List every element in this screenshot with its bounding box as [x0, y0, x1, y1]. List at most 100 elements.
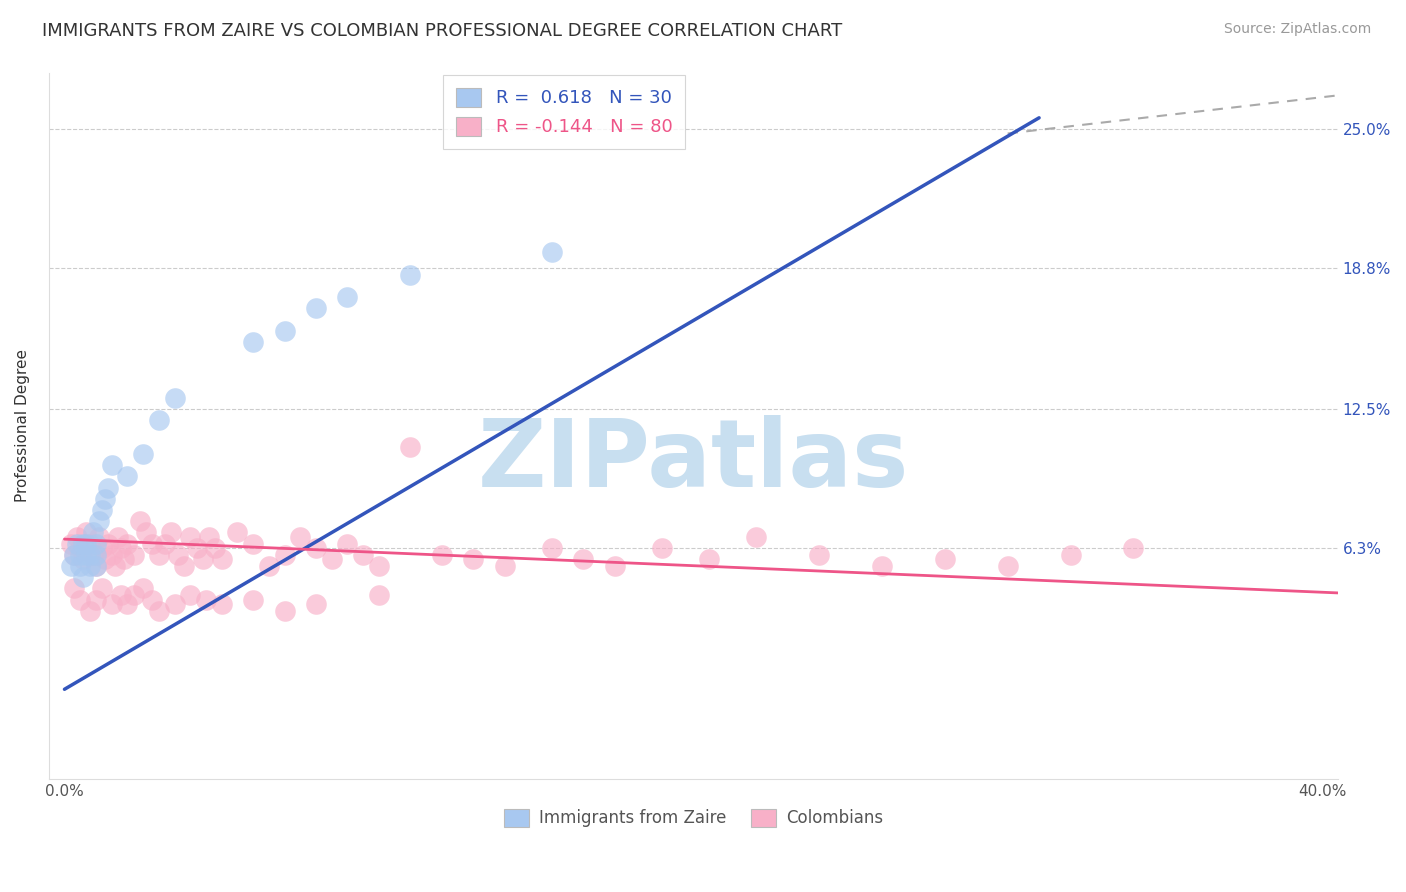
Point — [69, 548, 91, 562]
Point — [321, 552, 343, 566]
Point — [153, 536, 176, 550]
Point — [132, 582, 155, 596]
Point — [63, 582, 86, 596]
Point — [100, 548, 122, 562]
Point — [66, 530, 89, 544]
Point — [494, 559, 516, 574]
Point — [84, 536, 107, 550]
Point — [69, 541, 91, 555]
Point — [163, 391, 186, 405]
Point — [540, 245, 562, 260]
Point — [110, 588, 132, 602]
Point — [59, 559, 82, 574]
Point — [82, 548, 104, 562]
Point — [91, 503, 114, 517]
Point — [141, 536, 163, 550]
Point — [69, 559, 91, 574]
Point — [84, 559, 107, 574]
Point — [540, 541, 562, 555]
Point — [198, 530, 221, 544]
Point — [100, 597, 122, 611]
Point — [79, 604, 101, 618]
Point — [82, 525, 104, 540]
Point — [94, 491, 117, 506]
Text: Source: ZipAtlas.com: Source: ZipAtlas.com — [1223, 22, 1371, 37]
Point — [808, 548, 831, 562]
Point — [132, 447, 155, 461]
Point — [163, 597, 186, 611]
Point — [399, 268, 422, 282]
Point — [463, 552, 485, 566]
Point — [122, 548, 145, 562]
Point — [336, 536, 359, 550]
Point — [148, 413, 170, 427]
Point — [148, 548, 170, 562]
Point — [91, 582, 114, 596]
Point — [242, 334, 264, 349]
Point — [84, 592, 107, 607]
Point — [870, 559, 893, 574]
Point — [367, 559, 389, 574]
Point — [1059, 548, 1081, 562]
Point — [179, 530, 201, 544]
Point — [273, 324, 295, 338]
Point — [305, 301, 328, 316]
Point — [97, 536, 120, 550]
Point — [242, 592, 264, 607]
Point — [97, 481, 120, 495]
Point — [399, 440, 422, 454]
Point — [211, 597, 233, 611]
Point — [141, 592, 163, 607]
Point — [72, 570, 94, 584]
Point — [305, 541, 328, 555]
Point — [112, 552, 135, 566]
Point — [191, 552, 214, 566]
Legend: Immigrants from Zaire, Colombians: Immigrants from Zaire, Colombians — [496, 802, 890, 834]
Text: ZIPatlas: ZIPatlas — [478, 416, 908, 508]
Point — [430, 548, 453, 562]
Point — [59, 536, 82, 550]
Point — [122, 588, 145, 602]
Point — [110, 541, 132, 555]
Point — [160, 525, 183, 540]
Point — [273, 548, 295, 562]
Point — [242, 536, 264, 550]
Point — [84, 559, 107, 574]
Point — [603, 559, 626, 574]
Point — [87, 530, 110, 544]
Point — [173, 559, 195, 574]
Text: IMMIGRANTS FROM ZAIRE VS COLOMBIAN PROFESSIONAL DEGREE CORRELATION CHART: IMMIGRANTS FROM ZAIRE VS COLOMBIAN PROFE… — [42, 22, 842, 40]
Point — [934, 552, 956, 566]
Point — [76, 536, 98, 550]
Point — [79, 559, 101, 574]
Point — [94, 552, 117, 566]
Point — [79, 548, 101, 562]
Point — [63, 548, 86, 562]
Point — [135, 525, 157, 540]
Point — [69, 592, 91, 607]
Point — [148, 604, 170, 618]
Point — [257, 559, 280, 574]
Point — [194, 592, 217, 607]
Point — [117, 469, 139, 483]
Point — [91, 541, 114, 555]
Point — [305, 597, 328, 611]
Point — [87, 514, 110, 528]
Point — [273, 604, 295, 618]
Point — [179, 588, 201, 602]
Point — [72, 552, 94, 566]
Y-axis label: Professional Degree: Professional Degree — [15, 350, 30, 502]
Point — [697, 552, 720, 566]
Point — [76, 548, 98, 562]
Point — [66, 536, 89, 550]
Point — [76, 525, 98, 540]
Point — [100, 458, 122, 472]
Point — [204, 541, 226, 555]
Point — [166, 548, 188, 562]
Point — [352, 548, 374, 562]
Point — [84, 548, 107, 562]
Point — [367, 588, 389, 602]
Point — [336, 290, 359, 304]
Point — [63, 548, 86, 562]
Point — [79, 536, 101, 550]
